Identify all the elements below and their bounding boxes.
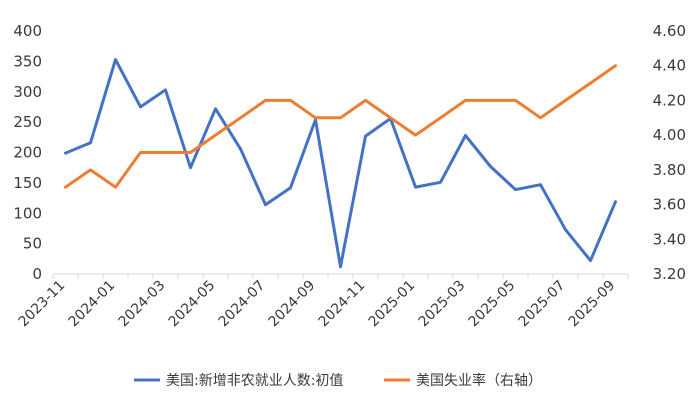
right-axis-tick-label: 4.00 (653, 126, 686, 144)
series-line-unemployment-rate (64, 64, 617, 189)
series-layer (64, 58, 617, 269)
left-axis-ticks: 400 350 300 250 200 150 100 50 0 (13, 22, 42, 283)
right-axis-tick-label: 4.40 (653, 57, 686, 75)
chart-axes (52, 273, 629, 279)
x-axis-tick-label: 2023-11 (16, 278, 69, 331)
chart-legend: 美国:新增非农就业人数:初值 美国失业率（右轴） (134, 372, 542, 389)
legend-label-unemployment: 美国失业率（右轴） (416, 372, 542, 389)
x-axis-tick-label: 2024-09 (266, 278, 319, 331)
x-axis-ticks: 2023-112024-012024-032024-052024-072024-… (16, 278, 619, 331)
left-axis-tick-label: 200 (13, 144, 42, 162)
left-axis-tick-label: 400 (13, 22, 42, 40)
right-axis-tick-label: 3.40 (653, 230, 686, 248)
x-axis-tick-label: 2024-03 (116, 278, 169, 331)
right-axis-tick-label: 4.20 (653, 91, 686, 109)
right-axis-tick-label: 3.60 (653, 196, 686, 214)
x-axis-tick-label: 2024-11 (316, 278, 369, 331)
left-axis-tick-label: 0 (32, 265, 42, 283)
left-axis-tick-label: 350 (13, 52, 42, 70)
right-axis-tick-label: 3.20 (653, 265, 686, 283)
x-axis-tick-label: 2024-07 (216, 278, 269, 331)
x-axis-tick-label: 2025-09 (566, 278, 619, 331)
left-axis-tick-label: 300 (13, 83, 42, 101)
right-axis-ticks: 4.60 4.40 4.20 4.00 3.80 3.60 3.40 3.20 (653, 22, 686, 283)
left-axis-tick-label: 50 (23, 235, 42, 253)
legend-label-nonfarm: 美国:新增非农就业人数:初值 (166, 372, 343, 389)
x-axis-tick-label: 2025-01 (366, 278, 419, 331)
x-axis-tick-label: 2025-07 (516, 278, 569, 331)
right-axis-tick-label: 3.80 (653, 161, 686, 179)
series-line-nonfarm-payrolls (64, 58, 617, 269)
right-axis-tick-label: 4.60 (653, 22, 686, 40)
left-axis-tick-label: 150 (13, 174, 42, 192)
x-axis-tick-label: 2024-01 (66, 278, 119, 331)
x-axis-tick-label: 2024-05 (166, 278, 219, 331)
x-axis-tick-label: 2025-03 (416, 278, 469, 331)
left-axis-tick-label: 100 (13, 204, 42, 222)
x-axis-tick-label: 2025-05 (466, 278, 519, 331)
left-axis-tick-label: 250 (13, 113, 42, 131)
